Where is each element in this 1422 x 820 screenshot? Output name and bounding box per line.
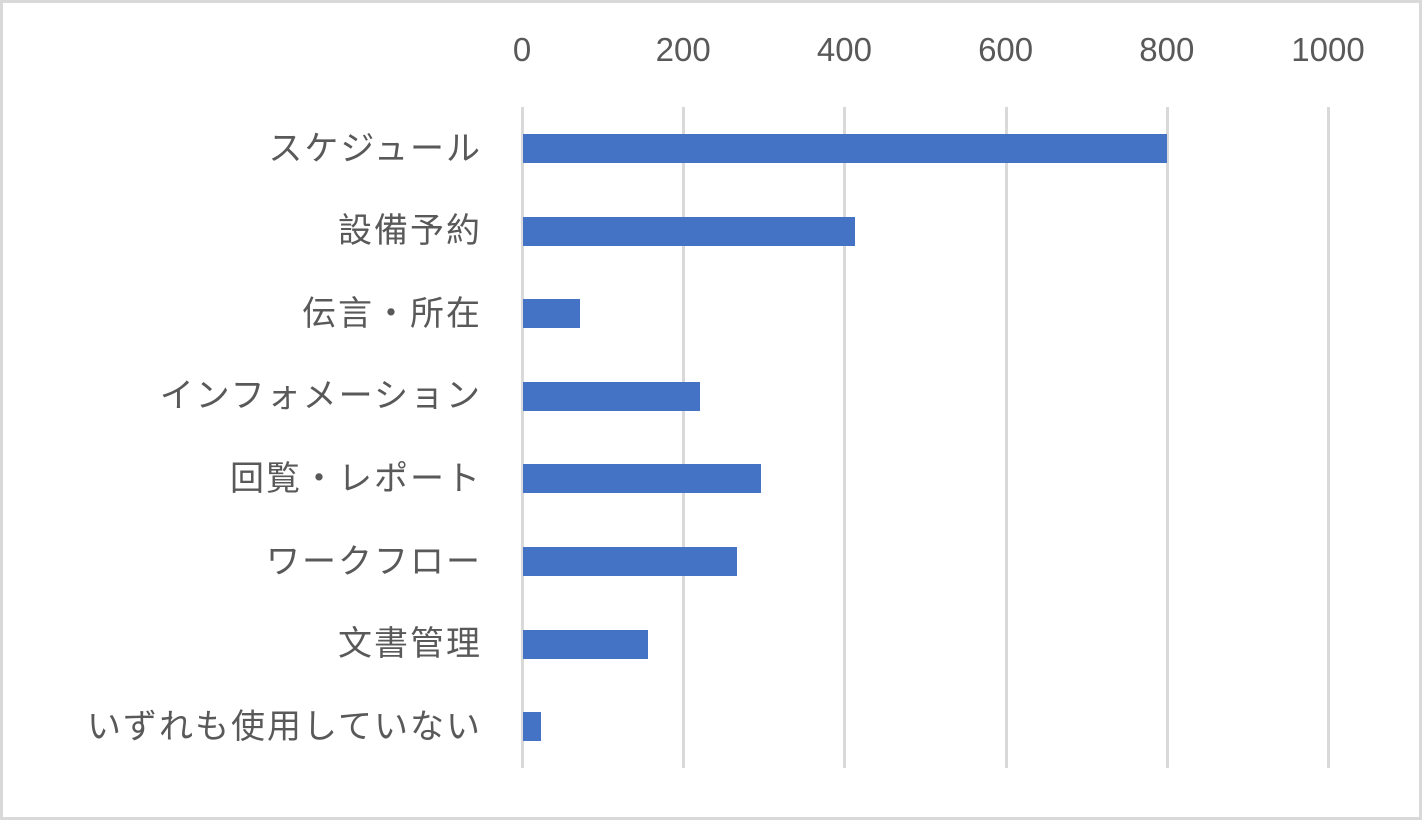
x-tick-label: 400 [816, 31, 872, 68]
gridline [521, 107, 524, 768]
gridline [1165, 107, 1169, 768]
category-label: スケジュール [268, 128, 482, 169]
gridline [682, 107, 686, 768]
category-label: 伝言・所在 [302, 293, 482, 334]
bar [523, 134, 1167, 163]
category-label: ワークフロー [266, 541, 482, 582]
bar [523, 712, 542, 742]
x-tick-label: 0 [512, 31, 532, 68]
category-label: いずれも使用していない [87, 706, 482, 747]
x-tick-label: 800 [1139, 31, 1195, 68]
gridline [1004, 107, 1008, 768]
x-tick-label: 600 [978, 31, 1034, 68]
bar [523, 629, 648, 659]
x-tick-label: 1000 [1291, 31, 1365, 68]
category-label: 設備予約 [338, 211, 482, 252]
bar [523, 299, 581, 329]
category-label: 回覧・レポート [230, 458, 482, 499]
gridline [843, 107, 847, 768]
category-label: 文書管理 [338, 624, 482, 665]
plot-area: 0 200 400 600 800 1000 スケジュール設備予約伝言・所在インフォメーショ… [3, 3, 1419, 817]
gridline [1327, 107, 1330, 768]
bar [523, 464, 762, 494]
bar [523, 216, 855, 246]
x-tick-label: 200 [655, 31, 711, 68]
bar [523, 381, 701, 411]
category-label: インフォメーション [159, 376, 482, 417]
bar [523, 547, 738, 576]
